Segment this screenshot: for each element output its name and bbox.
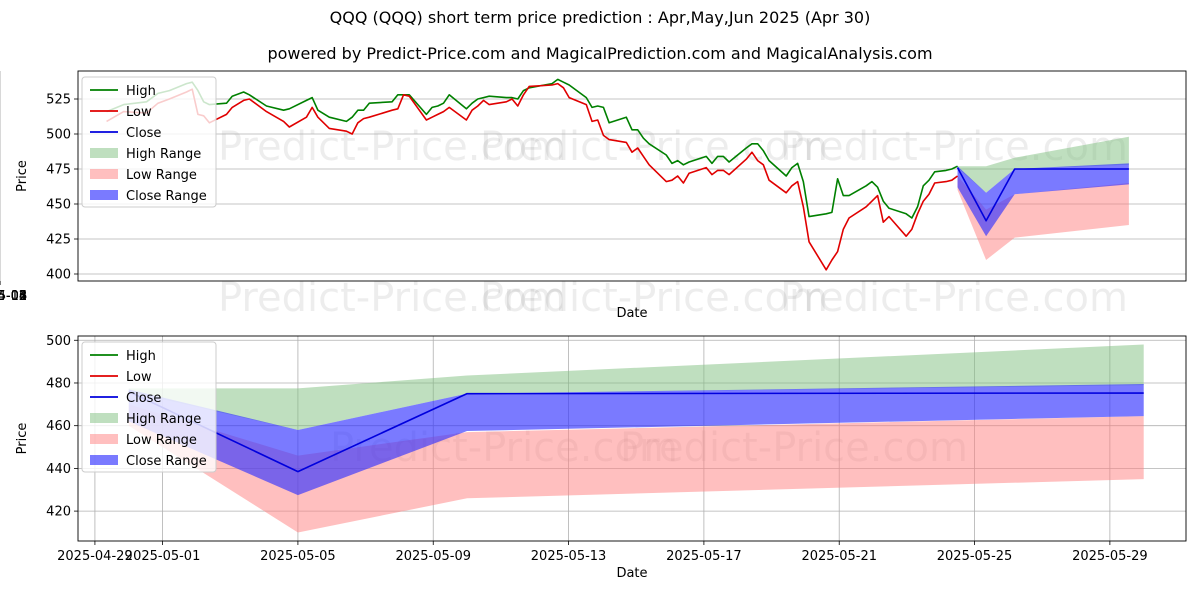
x-tick-label: 2025-02 bbox=[0, 289, 27, 304]
y-axis-label: Price bbox=[15, 423, 30, 455]
high-range-band bbox=[128, 344, 1144, 430]
legend-label: Low bbox=[126, 370, 152, 385]
axes-frame bbox=[77, 335, 1187, 542]
high-range-band bbox=[957, 136, 1129, 193]
x-tick-label: 2025-05-29 bbox=[1072, 549, 1148, 564]
x-tick-label: 2025-05 bbox=[0, 289, 27, 304]
chart-subtitle: powered by Predict-Price.com and Magical… bbox=[267, 44, 933, 63]
y-axis-label: Price bbox=[15, 160, 30, 192]
y-tick-label: 475 bbox=[46, 163, 71, 178]
legend-label: Close bbox=[126, 126, 161, 141]
plot-area bbox=[106, 78, 1129, 271]
low-series-line bbox=[106, 82, 959, 271]
y-tick-label: 480 bbox=[46, 376, 71, 391]
chart-panel-2: High Low Close High Range Low Range Close Ran… bbox=[74, 335, 1187, 545]
x-axis-label: Date bbox=[616, 306, 647, 321]
y-tick-label: 425 bbox=[46, 233, 71, 248]
legend-label: Low Range bbox=[126, 433, 197, 448]
chart-panel-1: High Low Close High Range Low Range Close Ran… bbox=[0, 70, 1187, 285]
x-tick-label: 2025-05-21 bbox=[801, 549, 877, 564]
legend-swatch bbox=[90, 434, 118, 444]
y-tick-label: 400 bbox=[46, 268, 71, 283]
legend-label: Close Range bbox=[126, 454, 207, 469]
legend-swatch bbox=[90, 169, 118, 179]
legend-label: Close bbox=[126, 391, 161, 406]
x-tick-label: 2025-05-17 bbox=[666, 549, 742, 564]
x-tick-label: 2025-05-25 bbox=[937, 549, 1013, 564]
legend-swatch bbox=[90, 190, 118, 200]
chart-title: QQQ (QQQ) short term price prediction : … bbox=[329, 8, 871, 27]
legend-label: Close Range bbox=[126, 189, 207, 204]
x-axis-label: Date bbox=[616, 566, 647, 581]
close-range-band bbox=[128, 384, 1144, 496]
close-series-line bbox=[956, 167, 1129, 222]
x-tick-label: 2025-05-05 bbox=[260, 549, 336, 564]
x-tick-label: 2025-05-09 bbox=[395, 549, 471, 564]
y-tick-label: 440 bbox=[46, 462, 71, 477]
axes-frame bbox=[77, 70, 1187, 282]
x-tick-label: 2025-01 bbox=[0, 289, 27, 304]
legend-swatch bbox=[90, 413, 118, 423]
legend-label: High bbox=[126, 84, 156, 99]
legend-label: High Range bbox=[126, 147, 201, 162]
legend: High Low Close High Range Low Range Close Ran… bbox=[81, 341, 217, 473]
legend-label: High Range bbox=[126, 412, 201, 427]
legend: High Low Close High Range Low Range Close Ran… bbox=[81, 76, 217, 208]
x-tick-label: 2025-03 bbox=[0, 289, 27, 304]
y-tick-label: 500 bbox=[46, 334, 71, 349]
y-tick-label: 500 bbox=[46, 128, 71, 143]
x-tick-label: 2025-04-29 bbox=[57, 549, 133, 564]
x-tick-label: 2024-12 bbox=[0, 289, 27, 304]
x-tick-label: 2025-05-13 bbox=[531, 549, 607, 564]
x-tick-label: 2025-04 bbox=[0, 289, 27, 304]
high-series-line bbox=[106, 78, 958, 219]
plot-area bbox=[128, 344, 1144, 533]
y-tick-label: 420 bbox=[46, 505, 71, 520]
legend-label: Low Range bbox=[126, 168, 197, 183]
x-tick-label: 2025-06 bbox=[0, 289, 27, 304]
legend-label: High bbox=[126, 349, 156, 364]
low-range-band bbox=[128, 404, 1144, 533]
legend-label: Low bbox=[126, 105, 152, 120]
x-tick-label: 2025-05-01 bbox=[125, 549, 201, 564]
legend-swatch bbox=[90, 148, 118, 158]
y-tick-label: 460 bbox=[46, 419, 71, 434]
legend-swatch bbox=[90, 455, 118, 465]
close-range-band bbox=[957, 163, 1129, 237]
y-tick-label: 525 bbox=[46, 93, 71, 108]
low-range-band bbox=[957, 176, 1129, 260]
y-tick-label: 450 bbox=[46, 198, 71, 213]
